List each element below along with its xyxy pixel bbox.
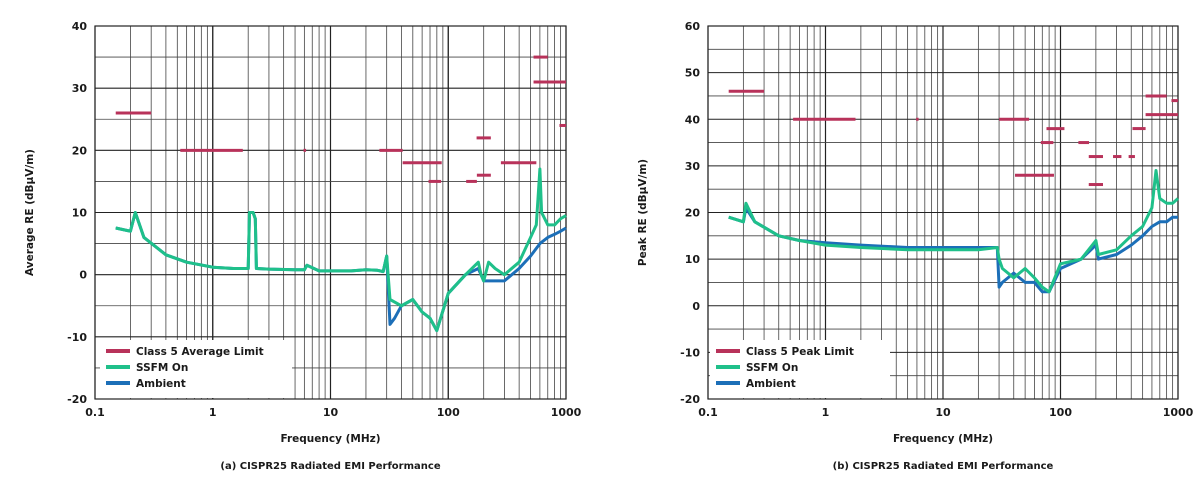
chart-peak-re: 0.1 1 10 100 1000 -20 -10 0 10 20 30 40 50 60 Frequenc… <box>637 20 1194 472</box>
y-axis-label: Peak RE (dBµV/m) <box>637 159 649 266</box>
y-tick-label: 20 <box>72 144 88 157</box>
y-axis-label: Average RE (dBµV/m) <box>24 149 36 276</box>
figure-caption: (a) CISPR25 Radiated EMI Performance <box>220 461 440 472</box>
y-tick-label: 0 <box>79 269 87 282</box>
legend-entry-ambient: Ambient <box>746 378 796 390</box>
legend-entry-ambient: Ambient <box>136 378 186 390</box>
plot-frame <box>707 25 1179 400</box>
x-tick-label: 0.1 <box>85 406 105 419</box>
x-tick-label: 1 <box>209 406 217 419</box>
y-tick-label: -10 <box>67 331 87 344</box>
x-tick-label: 10 <box>935 406 951 419</box>
legend-box <box>100 340 292 398</box>
legend-entry-limit: Class 5 Average Limit <box>136 346 264 358</box>
y-tick-label: 50 <box>685 67 701 80</box>
x-tick-label: 100 <box>1049 406 1072 419</box>
x-tick-label: 1000 <box>1163 406 1194 419</box>
plot-frame <box>94 25 567 400</box>
y-tick-label: -10 <box>680 346 700 359</box>
legend: Class 5 Peak Limit SSFM On Ambient <box>710 340 890 398</box>
y-tick-label: 30 <box>72 82 88 95</box>
x-tick-label: 0.1 <box>698 406 718 419</box>
y-tick-label: 20 <box>685 207 701 220</box>
y-tick-label: 10 <box>72 207 88 220</box>
legend-entry-limit: Class 5 Peak Limit <box>746 346 854 358</box>
y-tick-label: 0 <box>692 300 700 313</box>
figure-caption: (b) CISPR25 Radiated EMI Performance <box>833 461 1054 472</box>
grid <box>94 25 567 400</box>
legend-entry-ssfm-on: SSFM On <box>746 362 798 374</box>
y-tick-label: 30 <box>685 160 701 173</box>
x-tick-label: 1 <box>822 406 830 419</box>
series-line-ssfm-on <box>115 167 567 333</box>
legend: Class 5 Average Limit SSFM On Ambient <box>100 340 292 398</box>
y-tick-label: -20 <box>67 393 87 406</box>
series-line-ssfm-on <box>728 169 1179 294</box>
x-axis-label: Frequency (MHz) <box>893 433 993 445</box>
y-tick-label: -20 <box>680 393 700 406</box>
x-tick-label: 10 <box>323 406 339 419</box>
y-tick-label: 40 <box>72 20 88 33</box>
y-tick-label: 60 <box>685 20 701 33</box>
x-tick-label: 1000 <box>551 406 582 419</box>
y-tick-label: 10 <box>685 253 701 266</box>
legend-entry-ssfm-on: SSFM On <box>136 362 188 374</box>
x-axis-label: Frequency (MHz) <box>280 433 380 445</box>
x-tick-label: 100 <box>437 406 460 419</box>
y-tick-label: 40 <box>685 113 701 126</box>
chart-average-re: 0.1 1 10 100 1000 -20 -10 0 10 20 30 40 Frequency (M… <box>24 20 582 472</box>
